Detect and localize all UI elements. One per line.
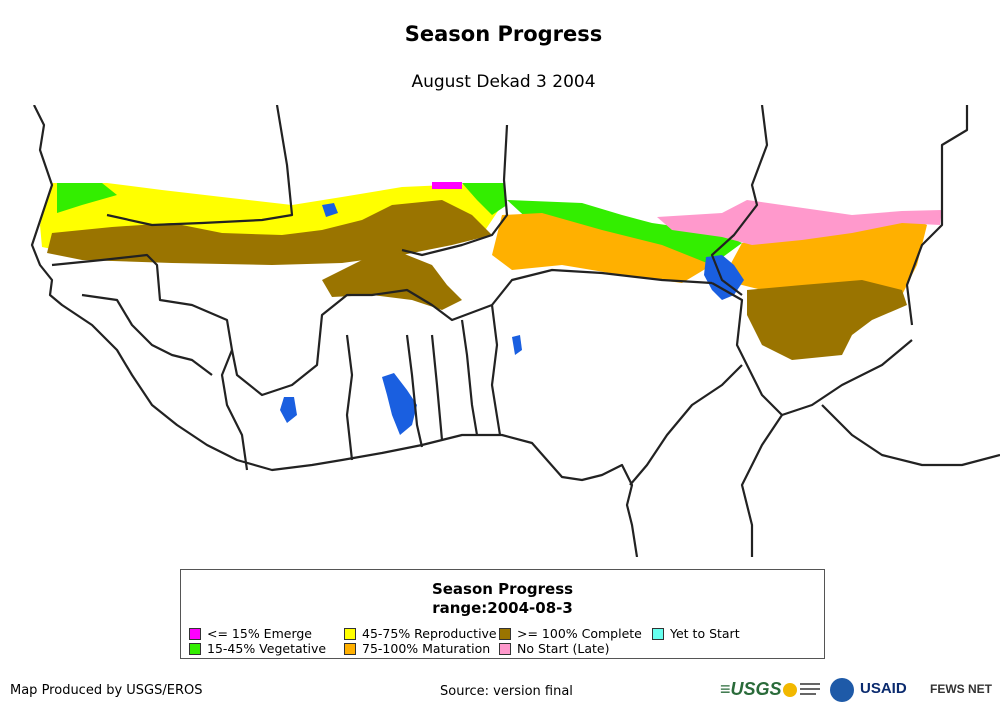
border-chad-sudan	[905, 105, 969, 326]
legend-item-maturation: 75-100% Maturation	[344, 641, 490, 656]
legend-swatch-reproductive	[344, 628, 356, 640]
legend-item-emerge: <= 15% Emerge	[189, 626, 312, 641]
zone-vegetative-east	[507, 200, 742, 265]
zone-maturation-east	[722, 217, 927, 300]
border-niger-chad	[710, 105, 769, 296]
climate-hazards-center-logo	[783, 683, 820, 697]
source-note: Source: version final	[440, 684, 573, 699]
zone-maturation-central	[492, 213, 712, 283]
legend-swatch-vegetative	[189, 643, 201, 655]
zone-vegetative-central	[462, 183, 507, 215]
legend-swatch-emerge	[189, 628, 201, 640]
border-mali-niger	[401, 124, 509, 257]
lake-volta	[382, 373, 417, 435]
lake-kossou	[280, 397, 297, 423]
zone-complete-west	[47, 200, 492, 265]
legend-range: range:2004-08-3	[432, 599, 573, 617]
zone-no-start	[657, 200, 942, 245]
zone-emerge	[432, 182, 462, 189]
border-cameroon	[629, 364, 783, 557]
border-nigeria	[490, 282, 913, 436]
zone-vegetative-west	[57, 183, 117, 213]
legend-swatch-maturation	[344, 643, 356, 655]
border-sahel-south	[51, 253, 713, 397]
usaid-logo: USAID	[860, 680, 907, 697]
noaa-logo	[830, 678, 854, 702]
partner-logos: ≡USGS USAID FEWS NET	[720, 678, 1000, 702]
season-progress-map	[30, 105, 1000, 557]
border-ghana	[345, 334, 424, 461]
usgs-logo: ≡USGS	[720, 679, 782, 699]
legend-swatch-yet-to-start	[652, 628, 664, 640]
legend-item-vegetative: 15-45% Vegetative	[189, 641, 326, 656]
map-title: Season Progress	[404, 22, 603, 46]
country-borders	[30, 105, 1000, 557]
legend-swatch-complete	[499, 628, 511, 640]
progress-zones	[40, 182, 942, 360]
border-ivory-coast	[220, 349, 249, 471]
fews-net-logo: FEWS NET	[930, 682, 992, 696]
border-mauritania-mali	[106, 105, 294, 227]
lake-kainji	[512, 335, 522, 355]
zone-complete-nigeria	[747, 280, 907, 360]
border-guinea	[81, 293, 213, 376]
legend: Season Progress range:2004-08-3 <= 15% E…	[180, 569, 825, 659]
lake-inner-delta	[322, 203, 338, 217]
legend-item-reproductive: 45-75% Reproductive	[344, 626, 497, 641]
legend-item-yet-to-start: Yet to Start	[652, 626, 740, 641]
border-car	[821, 404, 1000, 467]
legend-item-complete: >= 100% Complete	[499, 626, 642, 641]
legend-swatch-no-start	[499, 643, 511, 655]
border-togo-benin	[430, 319, 479, 441]
producer-credit: Map Produced by USGS/EROS	[10, 683, 203, 698]
legend-item-no-start: No Start (Late)	[499, 641, 609, 656]
map-subtitle: August Dekad 3 2004	[411, 72, 596, 92]
legend-title: Season Progress	[431, 580, 574, 598]
coastline	[30, 105, 639, 557]
